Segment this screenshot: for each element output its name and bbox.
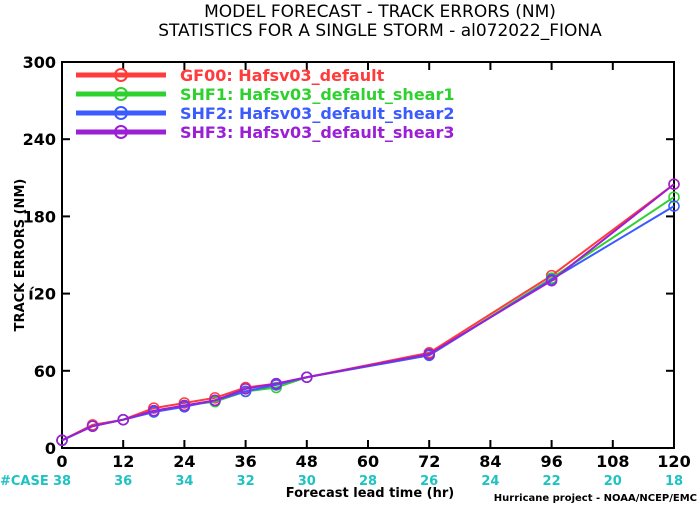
x-axis-label: Forecast lead time (hr) (286, 486, 454, 501)
legend-swatch-marker (114, 68, 128, 82)
series-layer (56, 178, 680, 447)
case-count: 36 (114, 474, 132, 489)
data-point (668, 191, 680, 203)
case-count: 26 (420, 474, 438, 489)
case-count: 20 (604, 474, 622, 489)
x-tick-label: 60 (357, 452, 379, 471)
data-point (668, 200, 680, 212)
credit-text: Hurricane project - NOAA/NCEP/EMC (494, 493, 697, 504)
series-3 (56, 200, 680, 447)
data-point (178, 399, 191, 412)
series-4 (56, 178, 680, 447)
legend-swatch-marker (114, 125, 128, 139)
y-tick-label: 60 (34, 362, 56, 381)
x-tick-label: 12 (112, 452, 134, 471)
series-1 (56, 178, 680, 447)
data-point (56, 434, 68, 447)
data-point (239, 383, 252, 395)
legend-label: SHF3: Hafsv03_default_shear3 (180, 123, 454, 142)
case-count: 32 (237, 474, 255, 489)
data-point (86, 420, 99, 432)
series-line (61, 183, 675, 442)
case-count: 30 (298, 474, 316, 489)
x-tick-label: 36 (234, 452, 256, 471)
x-tick-label: 48 (296, 452, 318, 471)
x-tick-label: 108 (596, 452, 629, 471)
chart-subtitle: STATISTICS FOR A SINGLE STORM - al072022… (158, 21, 602, 41)
y-axis-label: TRACK ERRORS (NM) (13, 179, 28, 332)
data-point (545, 274, 558, 287)
case-count: 38 (53, 474, 71, 489)
legend-label: SHF1: Hafsv03_defalut_shear1 (180, 85, 454, 104)
legend-label: SHF2: Hafsv03_default_shear2 (180, 104, 454, 123)
data-point (117, 413, 129, 426)
y-tick-label: 240 (23, 130, 56, 149)
x-tick-label: 0 (56, 452, 67, 471)
legend-swatch-marker (114, 87, 128, 101)
case-label: #CASE (0, 474, 49, 489)
series-line (61, 183, 675, 442)
case-count: 28 (359, 474, 377, 489)
legend-label: GF00: Hafsv03_default (180, 66, 385, 85)
case-count: 34 (175, 474, 193, 489)
x-tick-label: 120 (657, 452, 690, 471)
legend-entry: GF00: Hafsv03_default (76, 66, 385, 85)
chart-title: MODEL FORECAST - TRACK ERRORS (NM) (204, 2, 556, 22)
x-tick-label: 24 (173, 452, 195, 471)
data-point (668, 178, 680, 190)
case-count: 18 (665, 474, 683, 489)
axes: 0 12 24 36 48 60 72 84 96 108 120 0 60 í20 180 240 300 (23, 53, 691, 471)
y-tick-label: 0 (45, 439, 56, 458)
data-point (301, 371, 313, 383)
data-point (423, 348, 435, 360)
x-tick-label: 72 (418, 452, 440, 471)
y-tick-label: 180 (23, 207, 56, 226)
legend-entry: SHF2: Hafsv03_default_shear2 (76, 104, 454, 123)
legend-entry: SHF1: Hafsv03_defalut_shear1 (76, 85, 454, 104)
y-tick-label: 300 (23, 53, 56, 72)
x-tick-label: 96 (540, 452, 562, 471)
legend-entry: SHF3: Hafsv03_default_shear3 (76, 123, 454, 142)
y-tick-label: í20 (28, 285, 56, 304)
data-point (148, 404, 160, 417)
case-count: 24 (481, 474, 499, 489)
x-tick-label: 84 (479, 452, 501, 471)
data-point (270, 377, 282, 390)
data-point (209, 394, 221, 407)
legend-swatch-marker (114, 106, 128, 120)
case-counts: #CASE 38 36 34 32 30 28 26 24 22 20 18 (0, 474, 683, 489)
case-count: 22 (543, 474, 561, 489)
